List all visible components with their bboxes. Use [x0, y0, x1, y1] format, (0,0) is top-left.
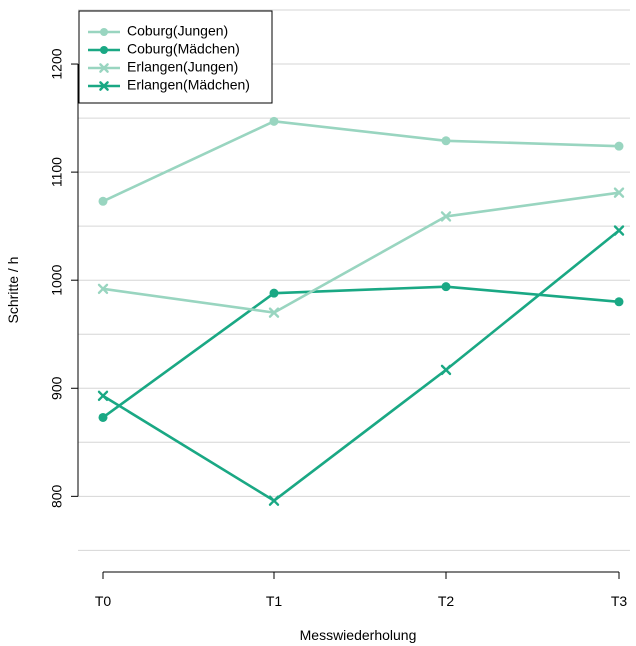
- y-tick-label: 900: [49, 376, 65, 400]
- y-tick-label: 1200: [49, 48, 65, 79]
- series-layer: [97, 116, 625, 506]
- series-line: [102, 191, 620, 314]
- y-axis-title: Schritte / h: [5, 257, 21, 324]
- series-3: [97, 187, 625, 318]
- legend-item: Coburg(Jungen): [88, 23, 228, 39]
- legend-marker: [100, 28, 108, 36]
- legend-item: Erlangen(Jungen): [88, 59, 238, 75]
- data-point: [98, 412, 108, 422]
- legend-item: Erlangen(Mädchen): [88, 77, 250, 93]
- data-point: [613, 225, 625, 236]
- legend-label: Coburg(Mädchen): [127, 41, 240, 57]
- series-line: [102, 229, 620, 502]
- data-point: [269, 116, 279, 126]
- data-point: [268, 495, 280, 506]
- series-line: [102, 285, 620, 419]
- axes: 800 900 1000 1100 1200 T0 T1 T2 T3: [49, 48, 628, 609]
- legend-label: Coburg(Jungen): [127, 23, 228, 39]
- legend-marker: [99, 63, 109, 73]
- x-axis-title: Messwiederholung: [300, 627, 417, 643]
- data-point: [441, 136, 451, 146]
- legend-marker: [99, 81, 109, 91]
- x-tick-label: T0: [95, 593, 112, 609]
- data-point: [613, 187, 625, 198]
- legend-box: [78, 10, 273, 104]
- series-2: [98, 282, 624, 422]
- legend-marker: [100, 46, 108, 54]
- data-point: [97, 283, 109, 295]
- data-point: [269, 288, 279, 298]
- x-tick-label: T3: [611, 593, 628, 609]
- legend-item: Coburg(Mädchen): [88, 41, 240, 57]
- grid-lines: [78, 9, 630, 551]
- data-point: [97, 390, 109, 402]
- data-point: [440, 211, 452, 222]
- y-tick-label: 800: [49, 484, 65, 508]
- y-tick-label: 1000: [49, 264, 65, 295]
- series-4: [97, 225, 625, 506]
- y-tick-label: 1100: [49, 157, 65, 187]
- series-1: [98, 116, 624, 206]
- series-line: [102, 120, 620, 203]
- legend: Coburg(Jungen) Coburg(Mädchen) Erlangen(Ju…: [78, 10, 273, 104]
- data-point: [98, 196, 108, 206]
- data-point: [440, 364, 452, 376]
- data-point: [441, 282, 451, 292]
- legend-label: Erlangen(Mädchen): [127, 77, 250, 93]
- data-point: [268, 307, 280, 318]
- x-tick-label: T2: [438, 593, 455, 609]
- legend-label: Erlangen(Jungen): [127, 59, 238, 75]
- data-point: [614, 297, 624, 307]
- x-tick-label: T1: [266, 593, 283, 609]
- data-point: [614, 141, 624, 151]
